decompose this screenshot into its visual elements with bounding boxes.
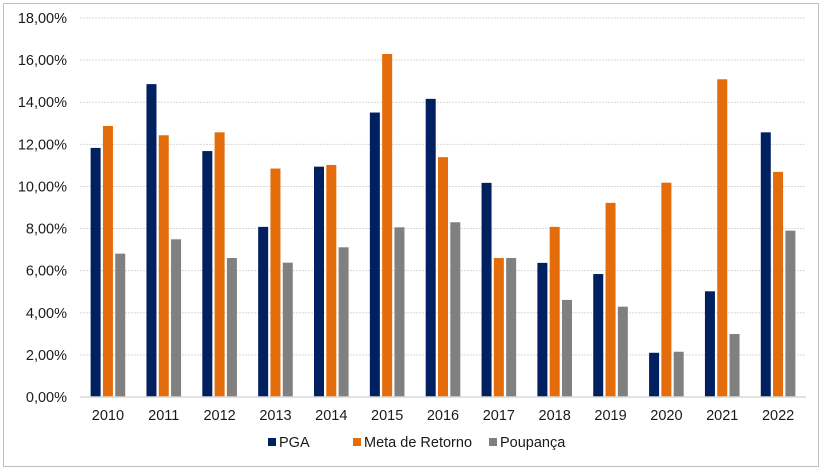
bar-pga-2015 bbox=[369, 112, 380, 398]
x-tick-label: 2020 bbox=[650, 408, 682, 424]
y-tick-label: 18,00% bbox=[18, 11, 67, 27]
bar-meta-de-retorno-2013 bbox=[270, 168, 281, 397]
bar-meta-de-retorno-2019 bbox=[605, 202, 616, 397]
bar-poupan-a-2017 bbox=[506, 258, 517, 397]
bar-poupan-a-2014 bbox=[338, 247, 349, 397]
y-tick-label: 8,00% bbox=[26, 222, 67, 238]
bar-poupan-a-2015 bbox=[394, 227, 405, 397]
bar-poupan-a-2011 bbox=[171, 239, 182, 397]
bar-meta-de-retorno-2010 bbox=[102, 126, 113, 397]
y-tick-label: 12,00% bbox=[18, 137, 67, 153]
y-tick-label: 16,00% bbox=[18, 53, 67, 69]
bar-meta-de-retorno-2022 bbox=[773, 171, 784, 397]
bar-meta-de-retorno-2012 bbox=[214, 132, 225, 397]
bar-pga-2019 bbox=[593, 274, 604, 397]
y-tick-label: 0,00% bbox=[26, 390, 67, 406]
bar-meta-de-retorno-2017 bbox=[493, 258, 504, 397]
bar-meta-de-retorno-2018 bbox=[549, 226, 560, 397]
x-tick-label: 2016 bbox=[427, 408, 459, 424]
x-tick-label: 2021 bbox=[706, 408, 738, 424]
bar-pga-2010 bbox=[90, 147, 101, 397]
gridlines bbox=[80, 17, 806, 356]
bar-pga-2018 bbox=[537, 262, 548, 397]
legend-swatch-pga bbox=[268, 438, 276, 446]
bar-poupan-a-2019 bbox=[617, 306, 628, 397]
bar-poupan-a-2018 bbox=[561, 299, 572, 397]
y-axis: 0,00% 2,00% 4,00% 6,00% 8,00% 10,00% 12,00% 14,… bbox=[18, 11, 67, 406]
bar-pga-2017 bbox=[481, 182, 492, 397]
legend-label: PGA bbox=[279, 435, 310, 451]
x-tick-label: 2018 bbox=[539, 408, 571, 424]
bar-poupan-a-2021 bbox=[729, 334, 740, 397]
bar-pga-2014 bbox=[314, 166, 325, 397]
x-tick-label: 2014 bbox=[315, 408, 347, 424]
x-tick-label: 2013 bbox=[259, 408, 291, 424]
x-tick-label: 2017 bbox=[483, 408, 515, 424]
bar-pga-2013 bbox=[258, 226, 269, 397]
x-tick-label: 2010 bbox=[92, 408, 124, 424]
bar-pga-2020 bbox=[649, 352, 660, 397]
bar-meta-de-retorno-2020 bbox=[661, 182, 672, 397]
legend-swatch-poupan-a bbox=[489, 438, 497, 446]
x-tick-label: 2022 bbox=[762, 408, 794, 424]
x-tick-label: 2019 bbox=[594, 408, 626, 424]
bar-meta-de-retorno-2021 bbox=[717, 79, 728, 397]
bar-meta-de-retorno-2011 bbox=[158, 135, 169, 397]
bar-pga-2016 bbox=[425, 98, 436, 397]
x-tick-label: 2012 bbox=[203, 408, 235, 424]
bar-meta-de-retorno-2015 bbox=[382, 54, 393, 397]
bar-poupan-a-2020 bbox=[673, 351, 684, 397]
bar-poupan-a-2022 bbox=[785, 230, 796, 397]
bar-pga-2011 bbox=[146, 84, 157, 397]
bar-poupan-a-2016 bbox=[450, 222, 461, 397]
y-tick-label: 2,00% bbox=[26, 348, 67, 364]
legend: PGA Meta de Retorno Poupança bbox=[268, 435, 566, 451]
bars bbox=[90, 54, 796, 398]
bar-pga-2021 bbox=[704, 291, 715, 397]
x-axis: 2010 2011 2012 2013 2014 2015 2016 2017 2018 2019… bbox=[80, 396, 806, 424]
legend-label: Poupança bbox=[500, 435, 566, 451]
legend-swatch-meta-de-retorno bbox=[353, 438, 361, 446]
bar-poupan-a-2012 bbox=[226, 258, 237, 397]
y-tick-label: 14,00% bbox=[18, 95, 67, 111]
bar-pga-2022 bbox=[760, 132, 771, 397]
bar-meta-de-retorno-2016 bbox=[438, 157, 448, 397]
legend-label: Meta de Retorno bbox=[364, 435, 472, 451]
bar-pga-2012 bbox=[202, 151, 213, 397]
x-tick-label: 2011 bbox=[148, 408, 179, 424]
y-tick-label: 6,00% bbox=[26, 264, 67, 280]
y-tick-label: 4,00% bbox=[26, 306, 67, 322]
bar-poupan-a-2013 bbox=[282, 262, 293, 397]
bar-meta-de-retorno-2014 bbox=[326, 164, 337, 397]
bar-poupan-a-2010 bbox=[115, 253, 126, 397]
x-tick-label: 2015 bbox=[371, 408, 403, 424]
y-tick-label: 10,00% bbox=[18, 179, 67, 195]
